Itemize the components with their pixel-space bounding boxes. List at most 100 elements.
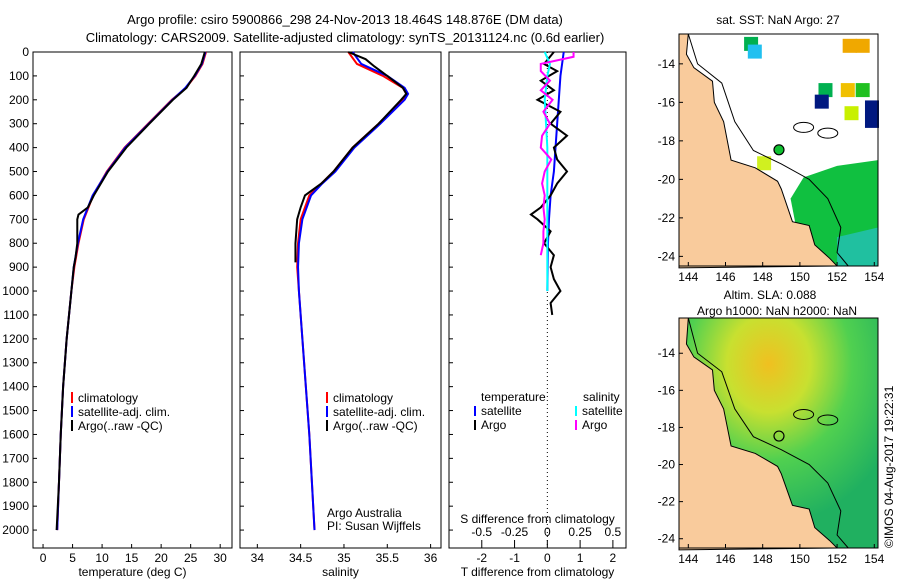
x2-tick-label: -0.5 bbox=[471, 525, 492, 539]
x2-tick-label: 0 bbox=[544, 525, 551, 539]
lon-tick-label: 146 bbox=[715, 270, 735, 284]
series-line-climatology bbox=[56, 51, 207, 531]
x2-axis-label: S difference from climatology bbox=[460, 512, 615, 526]
reef-outline bbox=[793, 408, 815, 420]
salinity-panel: 34 34.5 35 35.5 36 salinity climatologysatelli… bbox=[239, 51, 442, 579]
isobath-contour bbox=[687, 33, 849, 267]
legend-label: satellite bbox=[582, 404, 623, 418]
lon-tick-label: 144 bbox=[678, 552, 698, 566]
x-tick-label: 0 bbox=[544, 551, 551, 565]
legend-swatch bbox=[71, 392, 73, 403]
y-tick-label: 1100 bbox=[3, 308, 29, 322]
y-tick-label: 1800 bbox=[2, 475, 29, 489]
lat-tick-label: -22 bbox=[658, 495, 676, 509]
x-tick-label: 30 bbox=[214, 551, 228, 565]
series-line-argo-raw-qc- bbox=[294, 51, 408, 263]
x-tick-label: 36 bbox=[424, 551, 438, 565]
lon-tick-label: 154 bbox=[864, 552, 884, 566]
sst-cell bbox=[855, 38, 870, 53]
land-australia bbox=[678, 317, 839, 551]
map-frame bbox=[678, 317, 879, 549]
y-tick-label: 500 bbox=[9, 165, 29, 179]
map-title-line2: Argo h1000: NaN h2000: NaN bbox=[697, 304, 857, 318]
lat-tick-label: -24 bbox=[658, 532, 676, 546]
y-tick-label: 1600 bbox=[2, 427, 29, 441]
sst-field-south bbox=[837, 227, 878, 266]
legend-label: Argo bbox=[481, 418, 507, 432]
legend-label: Argo(..raw -QC) bbox=[78, 419, 163, 433]
x-tick-label: -1 bbox=[509, 551, 520, 565]
axes-frame bbox=[32, 51, 233, 549]
lon-tick-label: 146 bbox=[715, 552, 735, 566]
x-tick-label: 1 bbox=[577, 551, 584, 565]
y-tick-label: 700 bbox=[9, 212, 29, 226]
y-tick-label: 1500 bbox=[2, 404, 29, 418]
reef-outline bbox=[817, 127, 839, 139]
x-tick-label: 5 bbox=[69, 551, 76, 565]
axes-frame bbox=[448, 51, 627, 549]
map-frame bbox=[678, 33, 879, 267]
sst-cell bbox=[818, 83, 833, 98]
x-tick-label: 2 bbox=[610, 551, 617, 565]
x-tick-label: 34.5 bbox=[289, 551, 313, 565]
y-tick-label: 900 bbox=[9, 260, 29, 274]
y-tick-label: 1300 bbox=[2, 356, 29, 370]
y-tick-label: 600 bbox=[9, 188, 29, 202]
lon-tick-label: 148 bbox=[753, 270, 773, 284]
reef-outline bbox=[793, 121, 815, 133]
y-tick-label: 1200 bbox=[2, 332, 29, 346]
legend-label: climatology bbox=[333, 391, 393, 405]
series-line-t-argo bbox=[529, 51, 569, 316]
legend-label: climatology bbox=[78, 391, 138, 405]
series-line-climatology bbox=[296, 51, 408, 531]
y-tick-label: 800 bbox=[9, 236, 29, 250]
isobath-contour bbox=[687, 317, 849, 549]
sst-cell bbox=[814, 94, 829, 109]
x-tick-label: 10 bbox=[95, 551, 109, 565]
legend-swatch bbox=[326, 406, 328, 417]
sla-map: 144 146 148 150 152 154 -14 -16 -18 -20 -22 -24 Alti… bbox=[658, 288, 885, 566]
y-tick-label: 1700 bbox=[2, 451, 29, 465]
legend-swatch bbox=[326, 420, 328, 431]
legend-label: satellite-adj. clim. bbox=[78, 405, 170, 419]
x-tick-label: 25 bbox=[184, 551, 198, 565]
legend-swatch bbox=[326, 392, 328, 403]
series-line-satellite-adj-clim- bbox=[56, 51, 207, 531]
axes-frame bbox=[239, 51, 442, 549]
title-line1: Argo profile: csiro 5900866_298 24-Nov-2… bbox=[127, 12, 563, 27]
series-line-satellite-adj-clim- bbox=[297, 51, 410, 531]
legend-swatch bbox=[474, 406, 476, 416]
temperature-panel: 0 5 10 15 20 25 30 temperature (deg C) 0 100 200 30… bbox=[2, 45, 233, 579]
sst-cell bbox=[844, 106, 859, 121]
sst-cell bbox=[757, 156, 772, 171]
x2-tick-label: 0.25 bbox=[568, 525, 592, 539]
x-tick-label: 35.5 bbox=[376, 551, 400, 565]
legend-swatch bbox=[71, 420, 73, 431]
lat-tick-label: -16 bbox=[658, 95, 676, 109]
lat-tick-label: -20 bbox=[658, 458, 676, 472]
legend-label: Argo bbox=[582, 418, 608, 432]
x-tick-label: 35 bbox=[337, 551, 351, 565]
legend-swatch bbox=[575, 420, 577, 430]
series-line-s-argo bbox=[539, 52, 575, 256]
x-tick-label: -2 bbox=[476, 551, 487, 565]
y-tick-label: 100 bbox=[9, 69, 29, 83]
argo-position-marker bbox=[773, 430, 785, 442]
legend-swatch bbox=[71, 406, 73, 417]
lon-tick-label: 148 bbox=[753, 552, 773, 566]
sst-cell bbox=[747, 44, 762, 59]
lat-tick-label: -14 bbox=[658, 57, 676, 71]
lat-tick-label: -18 bbox=[658, 420, 676, 434]
lat-tick-label: -20 bbox=[658, 172, 676, 186]
credit-text: ©IMOS 04-Aug-2017 19:22:31 bbox=[882, 385, 896, 548]
x-tick-label: 34 bbox=[251, 551, 265, 565]
legend-title-salinity: salinity bbox=[583, 390, 620, 404]
lon-tick-label: 144 bbox=[678, 270, 698, 284]
legend-swatch bbox=[474, 420, 476, 430]
legend-swatch bbox=[575, 406, 577, 416]
y-tick-label: 1000 bbox=[2, 284, 29, 298]
y-tick-label: 300 bbox=[9, 117, 29, 131]
lat-tick-label: -14 bbox=[658, 346, 676, 360]
difference-panel: -2 -1 0 1 2T difference from climatology -0.5… bbox=[448, 51, 627, 579]
